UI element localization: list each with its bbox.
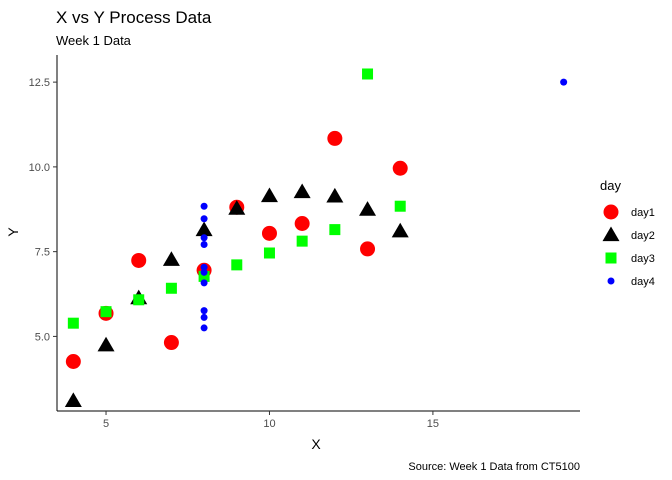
data-point-day2	[293, 183, 311, 199]
data-point-day3	[394, 200, 406, 212]
data-point-day2	[195, 221, 213, 237]
data-point-day4	[200, 215, 208, 223]
data-point-day1	[327, 130, 343, 146]
data-point-day4	[200, 313, 208, 321]
data-point-day2	[162, 251, 180, 266]
legend-title: day	[600, 178, 621, 193]
plot-area: 5 10 15 5.0 7.5 10.0 12.5	[29, 55, 580, 430]
data-point-day1	[163, 335, 179, 351]
chart-title: X vs Y Process Data	[56, 8, 212, 27]
chart-subtitle: Week 1 Data	[56, 33, 132, 48]
data-point-day2	[260, 187, 278, 203]
data-point-day4	[560, 78, 568, 86]
data-point-day2	[64, 392, 82, 407]
legend-key-day1	[603, 204, 619, 220]
data-point-day3	[231, 259, 243, 271]
legend: day day1 day2 day3 day4	[600, 178, 655, 288]
legend-key-day2	[602, 226, 620, 242]
data-point-day2	[326, 187, 344, 203]
y-axis-title: Y	[5, 227, 21, 237]
legend-key-day3	[605, 252, 617, 264]
chart-caption: Source: Week 1 Data from CT5100	[408, 461, 580, 473]
x-tick-label: 15	[427, 418, 439, 430]
data-point-day3	[362, 68, 374, 80]
x-axis-title: X	[311, 436, 321, 452]
legend-label-day1: day1	[631, 207, 655, 219]
legend-key-day4	[607, 277, 615, 285]
data-point-day3	[165, 282, 177, 294]
data-point-day1	[294, 216, 310, 232]
data-point-day1	[360, 241, 376, 257]
y-tick-label: 5.0	[35, 331, 50, 343]
legend-label-day3: day3	[631, 253, 655, 265]
data-point-day2	[228, 200, 246, 215]
data-points	[64, 68, 568, 407]
x-tick-label: 10	[263, 418, 275, 430]
data-point-day3	[100, 306, 112, 318]
data-point-day3	[296, 235, 308, 247]
legend-items: day1 day2 day3 day4	[602, 204, 655, 288]
data-point-day1	[261, 225, 277, 241]
y-tick-label: 7.5	[35, 247, 50, 259]
data-point-day4	[200, 279, 208, 287]
data-point-day3	[329, 224, 341, 236]
data-point-day1	[65, 353, 81, 369]
legend-label-day2: day2	[631, 230, 655, 242]
data-point-day4	[200, 241, 208, 249]
data-point-day4	[200, 263, 208, 271]
data-point-day4	[200, 307, 208, 315]
data-point-day4	[200, 268, 208, 276]
data-point-day2	[97, 336, 115, 352]
data-point-day3	[263, 247, 275, 259]
x-tick-label: 5	[103, 418, 109, 430]
data-point-day2	[359, 201, 377, 216]
data-point-day3	[67, 317, 79, 329]
data-point-day2	[391, 222, 409, 238]
y-tick-label: 10.0	[29, 162, 50, 174]
axis-ticks: 5 10 15 5.0 7.5 10.0 12.5	[29, 77, 439, 430]
data-point-day4	[200, 202, 208, 210]
data-point-day1	[392, 160, 408, 176]
legend-label-day4: day4	[631, 276, 655, 288]
y-tick-label: 12.5	[29, 77, 50, 89]
data-point-day1	[131, 252, 147, 268]
data-point-day4	[200, 234, 208, 242]
data-point-day3	[198, 270, 210, 282]
data-point-day4	[200, 324, 208, 332]
data-point-day3	[133, 294, 145, 306]
